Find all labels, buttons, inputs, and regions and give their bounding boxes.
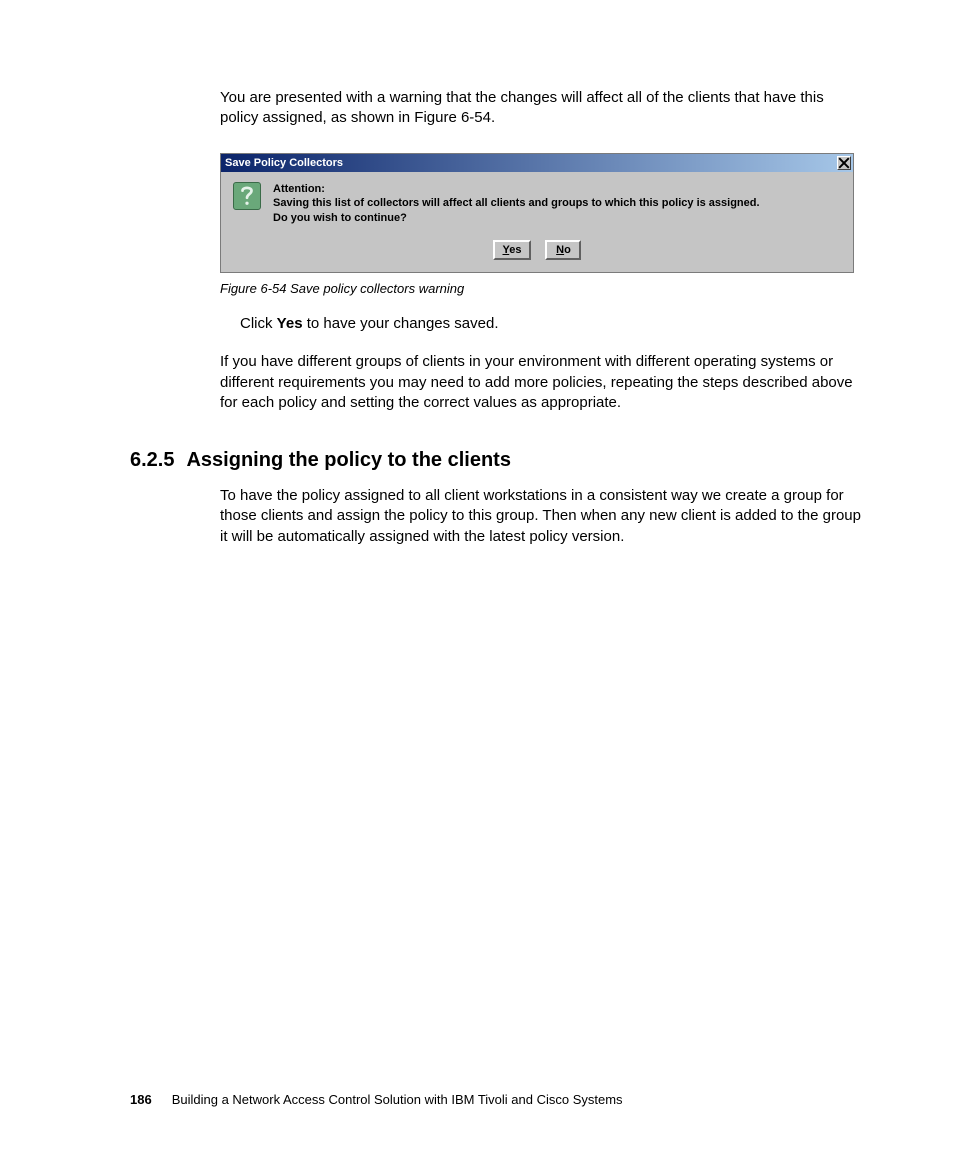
- intro-paragraph: You are presented with a warning that th…: [220, 88, 864, 129]
- different-groups-paragraph: If you have different groups of clients …: [220, 352, 864, 413]
- dialog-body: Attention: Saving this list of collector…: [221, 172, 853, 273]
- click-yes-prefix: Click: [240, 315, 277, 332]
- no-button[interactable]: No: [545, 240, 581, 260]
- dialog-message: Attention: Saving this list of collector…: [273, 182, 760, 227]
- attention-label: Attention:: [273, 182, 760, 197]
- dialog-titlebar: Save Policy Collectors: [221, 154, 853, 172]
- click-yes-paragraph: Click Yes to have your changes saved.: [240, 314, 864, 334]
- close-icon[interactable]: [837, 156, 851, 170]
- section-title: Assigning the policy to the clients: [186, 449, 510, 472]
- figure-caption: Figure 6-54 Save policy collectors warni…: [220, 281, 864, 296]
- dialog-button-row: Yes No: [233, 240, 841, 260]
- section-heading: 6.2.5 Assigning the policy to the client…: [130, 449, 864, 472]
- click-yes-bold: Yes: [277, 315, 303, 332]
- dialog-title: Save Policy Collectors: [225, 157, 343, 169]
- section-number: 6.2.5: [130, 449, 174, 472]
- yes-button[interactable]: Yes: [493, 240, 532, 260]
- book-title: Building a Network Access Control Soluti…: [172, 1092, 623, 1107]
- section-paragraph: To have the policy assigned to all clien…: [220, 486, 864, 547]
- dialog-message-line2: Do you wish to continue?: [273, 211, 760, 226]
- click-yes-suffix: to have your changes saved.: [303, 315, 499, 332]
- save-policy-dialog: Save Policy Collectors Attention: Saving…: [220, 153, 854, 274]
- question-icon: [233, 182, 261, 210]
- page-footer: 186 Building a Network Access Control Sol…: [130, 1092, 623, 1107]
- page-number: 186: [130, 1092, 152, 1107]
- dialog-message-line1: Saving this list of collectors will affe…: [273, 196, 760, 211]
